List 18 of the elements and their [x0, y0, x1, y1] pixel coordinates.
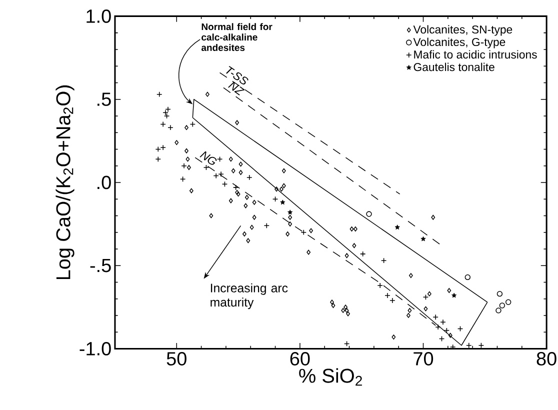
text: NG	[200, 151, 217, 165]
x-tick-label: 80	[536, 352, 556, 366]
annotation: Increasing arc maturity	[210, 283, 288, 310]
y-tick-label: .0	[98, 176, 111, 190]
y-tick-label: 1.0	[86, 10, 111, 24]
legend-label: Volcanites, SN-type	[413, 25, 512, 36]
y-axis-title: Log CaO/(K$_{2}$O+Na$_{2}$O)	[56, 86, 74, 280]
legend-label: Volcanites, G-type	[413, 38, 506, 48]
y-tick-label: .5	[98, 92, 111, 106]
legend-label: Gautelis tonalite	[414, 62, 494, 72]
x-tick-label: 70	[414, 352, 434, 366]
legend-label: Mafic to acidic intrusions	[414, 50, 537, 59]
x-axis-title: % SiO$_{2}$	[299, 368, 362, 386]
x-tick-label: 50	[166, 352, 186, 366]
x-tick-label: 60	[290, 352, 310, 366]
annotation: Normal field for calc-alkaline andesites	[201, 23, 272, 52]
y-tick-label: -1.0	[80, 342, 111, 356]
y-tick-label: -.5	[90, 259, 111, 272]
